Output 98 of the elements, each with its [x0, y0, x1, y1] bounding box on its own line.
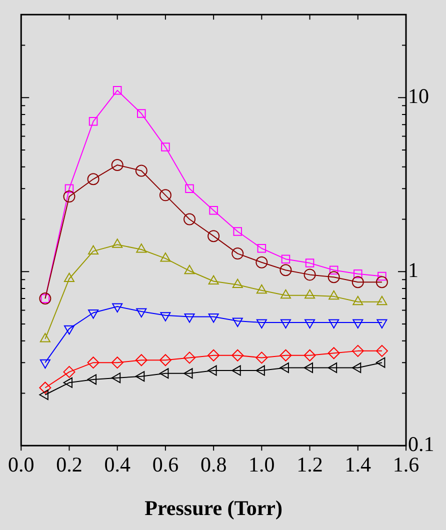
x-tick-label: 0.4 [104, 452, 131, 477]
point [280, 319, 291, 328]
point [280, 362, 289, 374]
point [160, 252, 171, 262]
point [352, 362, 362, 374]
point [184, 213, 196, 226]
point [304, 362, 314, 374]
x-axis-title: Pressure (Torr) [144, 496, 282, 520]
point [112, 238, 123, 248]
point [328, 362, 338, 374]
point [352, 276, 364, 288]
point [257, 244, 266, 253]
x-tick-label: 0.2 [56, 452, 82, 477]
point [63, 190, 76, 203]
point [208, 365, 217, 376]
point [208, 314, 219, 323]
point [376, 276, 388, 288]
point [256, 352, 268, 364]
point [39, 389, 48, 400]
point [208, 349, 220, 362]
point [184, 264, 195, 274]
point [64, 184, 74, 193]
point [137, 109, 146, 118]
point [87, 356, 100, 369]
point [159, 189, 172, 202]
point [378, 272, 386, 281]
point [159, 368, 169, 379]
point [88, 310, 99, 319]
point [304, 268, 316, 281]
point [376, 357, 386, 368]
point [111, 158, 124, 171]
point [208, 230, 220, 242]
point [281, 254, 290, 264]
point [305, 258, 314, 268]
point [304, 319, 316, 328]
point [280, 289, 291, 299]
point [136, 243, 147, 253]
point [232, 278, 243, 288]
point [209, 206, 218, 215]
point [161, 142, 170, 152]
point [160, 312, 171, 322]
point [135, 164, 148, 177]
point [376, 319, 388, 328]
x-tick-label: 0.8 [200, 452, 227, 477]
point [87, 374, 97, 385]
x-tick-label: 1.4 [344, 452, 372, 477]
point [64, 272, 74, 282]
point [63, 366, 76, 378]
point [232, 349, 244, 362]
point [112, 86, 122, 95]
point [304, 289, 316, 299]
point [354, 270, 362, 278]
point [256, 319, 267, 328]
point [376, 344, 388, 357]
point [184, 314, 195, 323]
point [232, 365, 241, 376]
point [329, 266, 338, 274]
point [111, 356, 124, 369]
point [233, 227, 242, 236]
point [328, 319, 340, 328]
point [328, 271, 340, 284]
point [328, 290, 340, 300]
point [39, 382, 52, 394]
point [352, 296, 364, 306]
x-tick-label: 0.0 [8, 452, 34, 477]
x-tick-label: 0.6 [152, 452, 179, 477]
point [159, 354, 172, 366]
point [136, 308, 147, 318]
point [135, 371, 145, 382]
point [232, 318, 243, 328]
point [63, 377, 72, 388]
point [88, 117, 98, 126]
point [304, 349, 316, 362]
point [208, 275, 219, 285]
point [88, 245, 99, 254]
y-tick-label: 1 [408, 258, 418, 282]
point [352, 319, 364, 328]
point [112, 303, 123, 313]
point [40, 359, 50, 369]
point [352, 344, 364, 357]
y-tick-label: 10 [408, 84, 429, 108]
point [256, 256, 268, 268]
point [184, 352, 196, 364]
point [376, 296, 388, 306]
point [135, 354, 148, 366]
point [64, 325, 74, 335]
point [232, 248, 244, 260]
point [256, 365, 265, 376]
x-tick-label: 1.0 [248, 452, 275, 477]
point [328, 347, 340, 360]
x-tick-label: 1.2 [296, 452, 323, 477]
point [185, 184, 194, 193]
point [111, 372, 121, 384]
point [280, 349, 292, 362]
point [87, 173, 100, 186]
point [280, 264, 292, 276]
point [256, 284, 267, 294]
point [184, 368, 193, 379]
